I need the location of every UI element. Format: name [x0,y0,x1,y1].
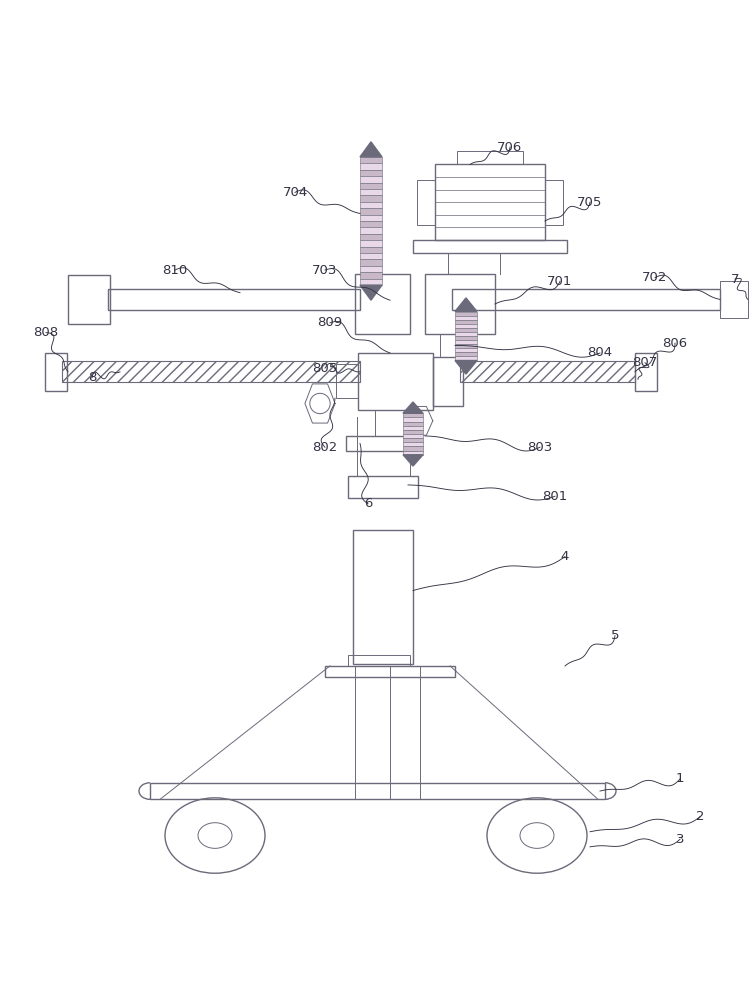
Text: 809: 809 [317,316,342,329]
Bar [108,289,360,310]
Bar [403,426,423,430]
Text: 2: 2 [696,810,704,823]
Bar [403,413,423,417]
Bar [360,234,382,240]
Text: 802: 802 [312,441,338,454]
Polygon shape [455,361,477,374]
Bar [360,279,382,285]
Text: 8: 8 [87,371,97,384]
Text: 705: 705 [578,196,602,209]
Text: 803: 803 [527,441,553,454]
Bar [360,215,382,221]
Bar [360,266,382,272]
Bar [455,328,477,332]
Bar [360,227,382,234]
Bar [360,176,382,183]
Polygon shape [403,455,423,466]
Bar [360,170,382,176]
Bar [360,221,382,227]
Bar [455,340,477,344]
Polygon shape [455,298,477,312]
Bar [460,361,635,382]
Text: 3: 3 [676,833,684,846]
Bar [457,151,523,164]
Text: 808: 808 [33,326,59,339]
Polygon shape [403,402,423,413]
Text: 702: 702 [642,271,668,284]
Text: 4: 4 [561,550,569,563]
Text: 805: 805 [312,362,338,375]
Bar [360,163,382,170]
Bar [403,446,423,451]
Bar [455,336,477,340]
Bar [355,274,410,334]
Text: 806: 806 [663,337,688,350]
Bar [360,247,382,253]
Bar [455,312,477,316]
Bar [403,434,423,438]
Bar [360,208,382,215]
Bar [348,476,418,498]
Bar [413,240,567,253]
Text: 810: 810 [162,264,188,277]
Bar [150,783,605,799]
Bar [360,272,382,279]
Bar [433,357,463,406]
Bar [455,356,477,361]
Bar [403,422,423,426]
Bar [360,202,382,208]
Bar [455,332,477,336]
Bar [360,183,382,189]
Bar [360,157,382,163]
Bar [455,324,477,328]
Bar [62,361,360,382]
Bar [403,430,423,434]
Text: 704: 704 [283,186,308,199]
Bar [455,348,477,352]
Bar [360,240,382,247]
Bar [336,364,358,398]
Bar [360,253,382,259]
Bar [403,442,423,446]
Text: 6: 6 [364,497,372,510]
Bar [455,352,477,356]
Bar [455,344,477,348]
Text: 703: 703 [312,264,338,277]
Text: 804: 804 [587,346,612,359]
Bar [403,417,423,422]
Bar [358,353,433,410]
Text: 801: 801 [542,490,568,503]
Bar [403,451,423,455]
Bar [425,274,495,334]
Text: 807: 807 [633,356,657,369]
Bar [45,353,67,391]
Text: 701: 701 [547,275,573,288]
Bar [455,320,477,324]
Bar [360,189,382,195]
Bar [417,180,435,225]
Bar [720,281,748,318]
Text: 706: 706 [498,141,523,154]
Bar [452,289,720,310]
Text: 1: 1 [676,772,684,785]
Bar [348,655,410,666]
Bar [346,436,416,451]
Bar [435,164,545,240]
Bar [403,438,423,442]
Polygon shape [360,142,382,157]
Bar [545,180,563,225]
Text: 7: 7 [731,273,739,286]
Polygon shape [360,285,382,300]
Text: 5: 5 [611,629,619,642]
Bar [325,666,455,677]
Bar [360,195,382,202]
Bar [360,259,382,266]
Bar [635,353,657,391]
Bar [68,275,110,324]
Bar [455,316,477,320]
Bar [353,530,413,664]
